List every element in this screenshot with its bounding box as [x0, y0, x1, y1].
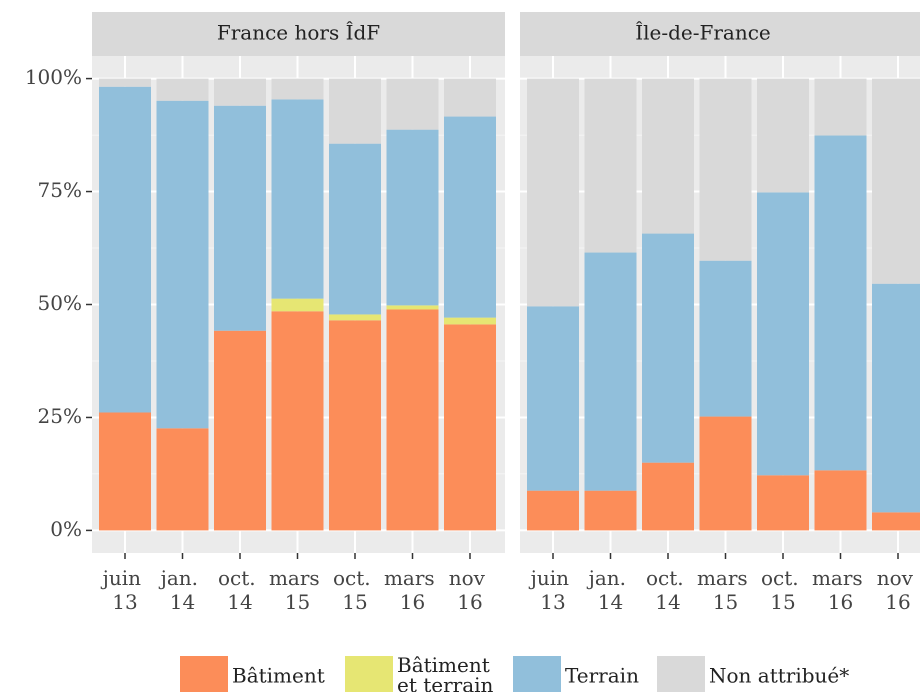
bar-segment: [527, 490, 579, 531]
x-tick-label: oct. 15: [761, 566, 805, 614]
bar-segment: [699, 416, 752, 531]
x-tick-label: oct. 15: [333, 566, 377, 614]
legend-label: Non attribué*: [709, 664, 849, 688]
bar-segment: [156, 428, 209, 531]
bar-segment: [271, 99, 324, 299]
x-tick-label: mars 15: [269, 566, 326, 614]
bar-segment: [271, 311, 324, 531]
bar-segment: [329, 314, 381, 321]
bar-segment: [584, 78, 637, 253]
bar-segment: [642, 462, 694, 531]
bar-segment: [329, 143, 381, 315]
bar-segment: [872, 512, 920, 531]
bar-segment: [99, 78, 151, 87]
bar-segment: [214, 330, 266, 531]
legend-label: Bâtiment: [232, 664, 325, 688]
y-tick-label: 50%: [38, 291, 82, 315]
bar-segment: [329, 78, 381, 144]
bar-segment: [444, 78, 496, 117]
bar-segment: [386, 129, 439, 306]
x-tick-label: nov 16: [877, 566, 920, 614]
bar-segment: [99, 86, 151, 413]
bar-segment: [527, 306, 579, 491]
y-tick-label: 100%: [25, 65, 82, 89]
bar-segment: [527, 78, 579, 307]
bar-segment: [699, 260, 752, 417]
bar-segment: [329, 320, 381, 531]
bar-segment: [642, 78, 694, 234]
x-tick-label: mars 16: [384, 566, 441, 614]
x-tick-label: mars 16: [812, 566, 869, 614]
bar-segment: [271, 78, 324, 100]
bar-segment: [214, 78, 266, 106]
bar-segment: [872, 283, 920, 513]
x-tick-label: juin 13: [529, 566, 576, 614]
y-tick-label: 25%: [38, 404, 82, 428]
bar-segment: [584, 490, 637, 531]
bar-segment: [386, 78, 439, 130]
bar-segment: [156, 78, 209, 101]
y-tick-label: 75%: [38, 178, 82, 202]
bar-segment: [814, 470, 867, 531]
bar-segment: [214, 105, 266, 331]
bar-segment: [444, 317, 496, 325]
bar-segment: [444, 324, 496, 531]
legend-key: [345, 656, 393, 692]
bar-segment: [814, 78, 867, 136]
x-tick-label: oct. 14: [646, 566, 690, 614]
bar-segment: [99, 412, 151, 531]
legend-key: [513, 656, 561, 692]
bar-segment: [386, 305, 439, 310]
facet-title: France hors ÎdF: [217, 21, 380, 45]
legend-key: [180, 656, 228, 692]
bar-segment: [757, 192, 809, 476]
legend-label: Terrain: [565, 664, 639, 688]
x-tick-label: jan. 14: [587, 566, 633, 614]
bar-segment: [757, 475, 809, 531]
bar-segment: [757, 78, 809, 193]
facet-title: Île-de-France: [635, 21, 771, 45]
bar-segment: [156, 100, 209, 429]
bar-segment: [444, 116, 496, 318]
bar-segment: [584, 252, 637, 491]
bar-segment: [642, 233, 694, 463]
legend-key: [657, 656, 705, 692]
bar-segment: [271, 298, 324, 312]
x-tick-label: juin 13: [101, 566, 148, 614]
y-tick-label: 0%: [50, 517, 82, 541]
legend-label: Bâtiment et terrain: [397, 653, 496, 692]
bar-segment: [814, 135, 867, 471]
bar-segment: [699, 78, 752, 261]
bar-segment: [386, 309, 439, 531]
x-tick-label: oct. 14: [218, 566, 262, 614]
strip: [92, 12, 505, 56]
bar-segment: [872, 78, 920, 284]
x-tick-label: nov 16: [449, 566, 492, 614]
x-tick-label: mars 15: [697, 566, 754, 614]
x-tick-label: jan. 14: [159, 566, 205, 614]
strip: [520, 12, 920, 56]
